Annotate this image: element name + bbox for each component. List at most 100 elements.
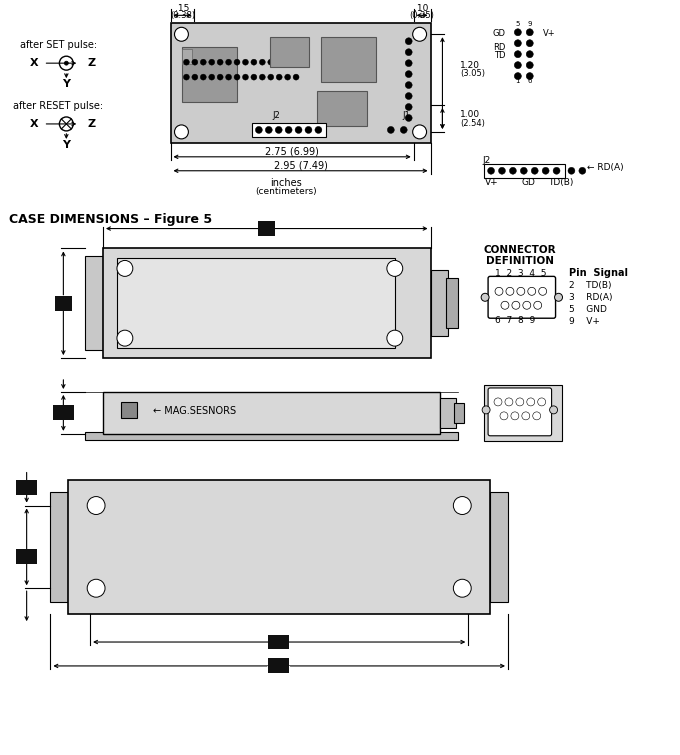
Bar <box>270 37 309 67</box>
Circle shape <box>523 301 531 310</box>
Text: 1.20: 1.20 <box>460 60 480 69</box>
Circle shape <box>251 59 257 65</box>
Circle shape <box>454 579 471 597</box>
Circle shape <box>568 168 575 174</box>
Text: Pin  Signal: Pin Signal <box>569 268 628 279</box>
Text: (centimeters): (centimeters) <box>255 187 316 196</box>
Bar <box>85 257 103 350</box>
Text: Y: Y <box>63 79 70 89</box>
Circle shape <box>243 59 248 65</box>
Circle shape <box>534 301 542 310</box>
Circle shape <box>268 74 274 80</box>
Circle shape <box>217 74 223 80</box>
Text: GD: GD <box>522 178 536 187</box>
Circle shape <box>528 288 536 295</box>
Circle shape <box>256 126 262 134</box>
Circle shape <box>405 38 412 45</box>
Text: 5    GND: 5 GND <box>569 305 607 314</box>
Circle shape <box>549 406 558 414</box>
Circle shape <box>117 330 133 346</box>
Bar <box>103 248 430 358</box>
Circle shape <box>505 398 513 406</box>
Circle shape <box>527 398 534 406</box>
Circle shape <box>454 497 471 514</box>
Text: 1: 1 <box>515 78 520 84</box>
Circle shape <box>175 27 188 42</box>
Text: Z: Z <box>87 58 95 68</box>
Text: TD(B): TD(B) <box>548 178 573 187</box>
Circle shape <box>555 293 562 301</box>
Circle shape <box>511 412 519 420</box>
Bar <box>484 164 566 177</box>
Text: 9.72: 9.72 <box>269 642 289 651</box>
Circle shape <box>243 74 248 80</box>
Circle shape <box>405 93 412 100</box>
Circle shape <box>514 72 522 79</box>
Circle shape <box>482 406 490 414</box>
Circle shape <box>285 59 290 65</box>
Text: after SET pulse:: after SET pulse: <box>20 40 97 51</box>
Circle shape <box>293 59 299 65</box>
Circle shape <box>532 412 541 420</box>
Circle shape <box>553 168 560 174</box>
Text: 0.250: 0.250 <box>14 479 39 488</box>
FancyBboxPatch shape <box>488 388 551 436</box>
Bar <box>430 270 448 336</box>
Text: .15: .15 <box>175 4 190 13</box>
Bar <box>171 23 430 143</box>
Text: GD: GD <box>493 29 506 38</box>
Circle shape <box>265 126 272 134</box>
Circle shape <box>234 74 240 80</box>
Bar <box>269 634 289 649</box>
Circle shape <box>514 29 522 35</box>
Bar <box>318 91 367 126</box>
Circle shape <box>387 330 403 346</box>
Circle shape <box>514 40 522 47</box>
Bar <box>322 37 376 82</box>
Circle shape <box>276 59 282 65</box>
Circle shape <box>285 126 292 134</box>
Circle shape <box>59 56 73 70</box>
Circle shape <box>315 126 322 134</box>
Bar <box>117 258 395 348</box>
Circle shape <box>514 51 522 57</box>
Text: ← RD(A): ← RD(A) <box>588 163 624 172</box>
Text: 0.876: 0.876 <box>50 405 76 414</box>
Circle shape <box>226 59 232 65</box>
Circle shape <box>538 398 545 406</box>
Text: 9    V+: 9 V+ <box>569 316 600 325</box>
Bar <box>103 392 441 434</box>
Text: TD: TD <box>494 51 506 60</box>
Circle shape <box>259 74 265 80</box>
Bar <box>269 658 289 673</box>
Text: 2. 54: 2. 54 <box>15 556 38 565</box>
Circle shape <box>268 59 274 65</box>
Text: J2: J2 <box>482 156 490 165</box>
Text: (0.38): (0.38) <box>170 11 195 20</box>
Circle shape <box>579 168 586 174</box>
Circle shape <box>201 74 206 80</box>
Circle shape <box>259 59 265 65</box>
Circle shape <box>405 71 412 78</box>
Text: X: X <box>29 58 38 68</box>
Bar <box>258 221 275 236</box>
Text: 9: 9 <box>528 21 532 27</box>
Circle shape <box>184 74 190 80</box>
Text: 6  7  8  9: 6 7 8 9 <box>495 316 535 325</box>
Text: 1.000: 1.000 <box>14 548 39 557</box>
Text: CONNECTOR: CONNECTOR <box>483 245 556 255</box>
Bar <box>121 402 137 418</box>
Circle shape <box>494 398 502 406</box>
Circle shape <box>514 62 522 69</box>
Text: 1.00: 1.00 <box>460 110 481 119</box>
Circle shape <box>65 61 68 65</box>
Text: J1: J1 <box>403 112 411 121</box>
Circle shape <box>201 59 206 65</box>
Text: V+: V+ <box>543 29 556 38</box>
Circle shape <box>509 168 516 174</box>
Circle shape <box>276 74 282 80</box>
Text: 2.95 (7.49): 2.95 (7.49) <box>273 161 328 171</box>
Circle shape <box>59 117 73 131</box>
Text: V+: V+ <box>486 178 499 187</box>
Circle shape <box>275 126 282 134</box>
